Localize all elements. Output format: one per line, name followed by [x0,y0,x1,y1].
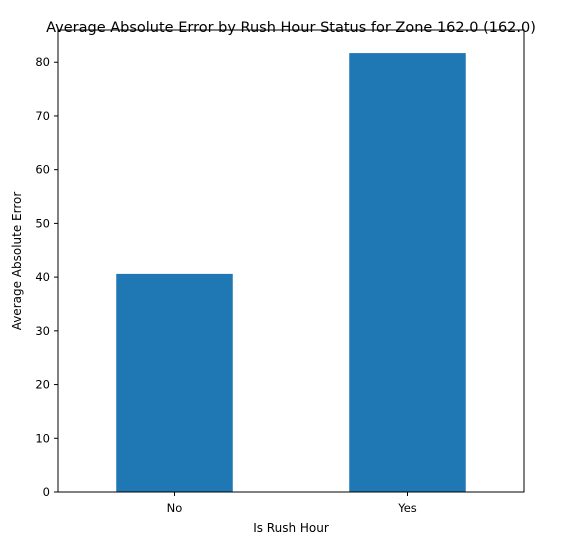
bar-yes [349,53,466,492]
y-tick-label: 10 [35,431,50,445]
y-axis-ticks: 0 10 20 30 40 50 60 70 80 [35,55,58,499]
bars-group [116,53,466,492]
bar-no [116,273,233,492]
y-axis-label: Average Absolute Error [10,192,24,331]
x-tick-label: Yes [397,501,417,515]
x-axis-ticks: No Yes [167,492,417,515]
x-axis-label: Is Rush Hour [253,521,329,535]
y-tick-label: 40 [35,270,50,284]
y-tick-label: 60 [35,163,50,177]
x-tick-label: No [167,501,183,515]
chart-title: Average Absolute Error by Rush Hour Stat… [46,20,536,36]
y-tick-label: 30 [35,324,50,338]
y-tick-label: 70 [35,109,50,123]
y-tick-label: 0 [43,485,50,499]
plot-frame [57,29,525,493]
y-tick-label: 20 [35,378,50,392]
y-tick-label: 50 [35,216,50,230]
y-tick-label: 80 [35,55,50,69]
